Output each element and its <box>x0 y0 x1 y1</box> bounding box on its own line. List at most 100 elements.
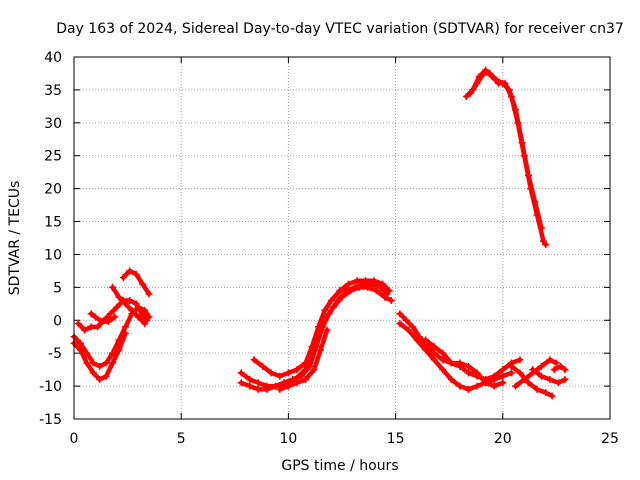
data-point <box>456 359 464 367</box>
data-point <box>132 270 140 278</box>
data-point <box>480 69 488 77</box>
data-point <box>473 369 481 377</box>
data-point <box>507 369 515 377</box>
x-tick-label: 0 <box>70 431 79 447</box>
data-point <box>102 359 110 367</box>
data-point <box>537 224 545 232</box>
data-point <box>106 310 114 318</box>
data-point <box>492 76 500 84</box>
series-track-b <box>70 329 129 384</box>
data-point <box>546 376 554 384</box>
plot-frame <box>73 56 611 420</box>
data-point <box>447 359 455 367</box>
series-track-k <box>396 310 524 384</box>
data-point <box>321 306 329 314</box>
data-point <box>115 293 123 301</box>
data-point <box>516 356 524 364</box>
data-point <box>430 343 438 351</box>
series-track-f <box>87 310 119 326</box>
y-tick-label: 35 <box>44 83 62 99</box>
data-point <box>89 359 97 367</box>
data-point <box>396 320 404 328</box>
y-axis-label: SDTVAR / TECUs <box>7 181 23 296</box>
data-point <box>430 356 438 364</box>
data-point <box>111 313 119 321</box>
data-point <box>302 376 310 384</box>
data-point <box>499 372 507 380</box>
data-point <box>317 346 325 354</box>
data-point <box>254 385 262 393</box>
data-point <box>121 329 129 337</box>
data-point <box>308 343 316 351</box>
data-point <box>89 369 97 377</box>
data-point <box>537 372 545 380</box>
data-point <box>387 297 395 305</box>
data-point <box>76 346 84 354</box>
y-tick-label: 20 <box>44 182 62 198</box>
x-tick-label: 5 <box>177 431 186 447</box>
data-point <box>546 356 554 364</box>
y-tick-label: -10 <box>39 379 62 395</box>
data-point <box>293 379 301 387</box>
data-point <box>272 382 280 390</box>
data-point <box>276 372 284 380</box>
series-track-i <box>250 277 393 380</box>
y-tick-label: 10 <box>44 247 62 263</box>
data-point <box>531 198 539 206</box>
data-point <box>557 362 565 370</box>
data-point <box>113 303 121 311</box>
data-point <box>409 323 417 331</box>
data-point <box>98 318 106 326</box>
data-point <box>96 362 104 370</box>
data-point <box>486 69 494 77</box>
data-point <box>404 326 412 334</box>
x-tick-label: 25 <box>601 431 619 447</box>
data-point <box>362 277 370 285</box>
data-point <box>537 362 545 370</box>
y-tick-label: 0 <box>53 313 62 329</box>
data-point <box>121 323 129 331</box>
data-point <box>473 79 481 87</box>
y-tick-label: 40 <box>44 50 62 66</box>
data-point <box>456 382 464 390</box>
data-point <box>329 303 337 311</box>
series-trace <box>468 71 544 231</box>
data-point <box>462 92 470 100</box>
data-point <box>119 273 127 281</box>
data-point <box>499 79 507 87</box>
data-point <box>284 369 292 377</box>
data-point <box>83 359 91 367</box>
series-trace <box>530 367 568 386</box>
data-point <box>338 293 346 301</box>
data-point <box>284 382 292 390</box>
data-point <box>267 369 275 377</box>
data-point <box>467 89 475 97</box>
y-tick-label: 30 <box>44 116 62 132</box>
data-point <box>447 376 455 384</box>
data-point <box>512 106 520 114</box>
data-point <box>254 379 262 387</box>
data-point <box>141 320 149 328</box>
data-point <box>353 277 361 285</box>
data-point <box>96 376 104 384</box>
data-point <box>370 277 378 285</box>
data-point <box>104 318 112 326</box>
data-point <box>520 376 528 384</box>
data-point <box>76 339 84 347</box>
data-point <box>237 369 245 377</box>
data-point <box>128 306 136 314</box>
data-point <box>525 171 533 179</box>
data-point <box>237 379 245 387</box>
series-track-m <box>422 336 507 390</box>
data-point <box>302 366 310 374</box>
data-point <box>505 86 513 94</box>
data-point <box>87 323 95 331</box>
y-tick-label: 25 <box>44 149 62 165</box>
data-point <box>293 366 301 374</box>
data-point <box>327 297 335 305</box>
data-point <box>507 362 515 370</box>
data-point <box>74 320 82 328</box>
data-point <box>323 326 331 334</box>
data-point <box>102 372 110 380</box>
data-points <box>70 66 569 400</box>
